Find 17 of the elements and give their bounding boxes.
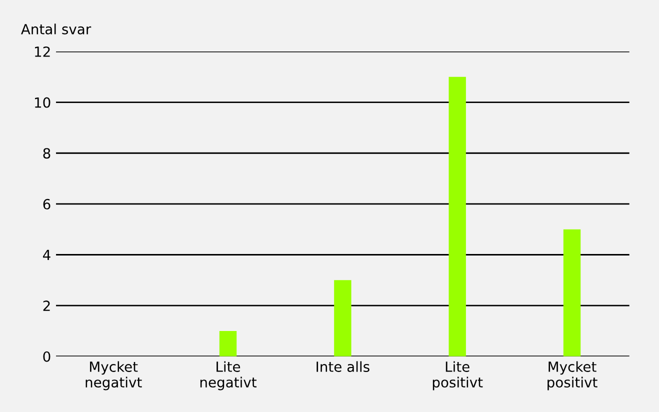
y-tick-label: 0 [43,351,50,362]
y-tick-label: 6 [43,198,50,210]
y-tick-label: 4 [42,250,50,260]
y-tick-label: 12 [35,46,50,57]
y-tick-label: 8 [43,148,50,159]
bar [334,280,352,356]
x-tick-label: Mycket positivt [548,361,598,390]
x-tick-label: Lite negativt [200,361,257,390]
x-tick-label: Lite positivt [432,361,483,390]
y-tick-label: 2 [43,300,50,311]
y-axis-title: Antal svar [21,24,92,34]
bar [219,330,237,356]
x-tick-label: Inte alls [316,361,370,372]
x-tick-label: Mycket negativt [86,361,142,390]
y-tick-label: 10 [35,97,50,108]
bar [563,229,581,356]
bar [448,76,466,356]
